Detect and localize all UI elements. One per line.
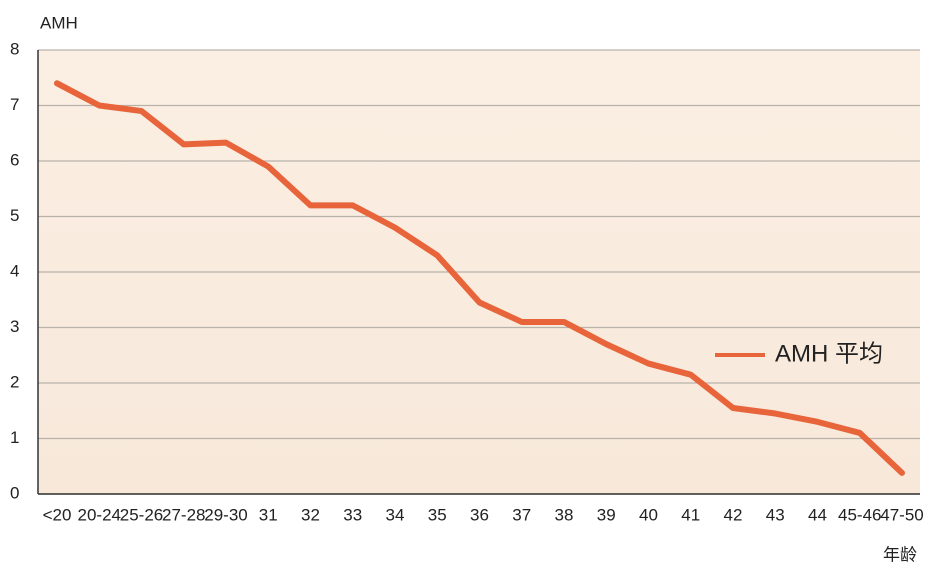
x-tick-label: 44	[808, 505, 827, 524]
x-tick-label: 35	[428, 505, 447, 524]
x-tick-label: 38	[555, 505, 574, 524]
y-axis-title: AMH	[40, 13, 78, 32]
x-tick-label: 39	[597, 505, 616, 524]
y-tick-label: 4	[10, 261, 19, 280]
x-tick-label: 27-28	[162, 505, 205, 524]
x-tick-label: 47-50	[880, 505, 923, 524]
x-tick-label: <20	[43, 505, 72, 524]
x-axis-title: 年龄	[883, 545, 917, 564]
x-tick-label: 34	[386, 505, 405, 524]
x-tick-label: 20-24	[78, 505, 121, 524]
x-tick-label: 29-30	[204, 505, 247, 524]
x-tick-label: 42	[724, 505, 743, 524]
data-line	[54, 80, 905, 476]
y-tick-label: 0	[10, 483, 19, 502]
legend-label: AMH 平均	[775, 340, 883, 367]
x-tick-label: 43	[766, 505, 785, 524]
x-tick-label: 36	[470, 505, 489, 524]
y-tick-label: 7	[10, 95, 19, 114]
y-tick-label: 1	[10, 428, 19, 447]
x-tick-label: 41	[681, 505, 700, 524]
y-tick-label: 2	[10, 372, 19, 391]
y-tick-label: 6	[10, 150, 19, 169]
x-tick-label: 33	[343, 505, 362, 524]
x-tick-label: 45-46	[838, 505, 881, 524]
y-tick-label: 8	[10, 39, 19, 58]
x-tick-label: 37	[512, 505, 531, 524]
x-tick-label: 25-26	[120, 505, 163, 524]
x-tick-label: 31	[259, 505, 278, 524]
x-tick-label: 32	[301, 505, 320, 524]
y-tick-label: 5	[10, 206, 19, 225]
x-tick-label: 40	[639, 505, 658, 524]
y-tick-label: 3	[10, 317, 19, 336]
